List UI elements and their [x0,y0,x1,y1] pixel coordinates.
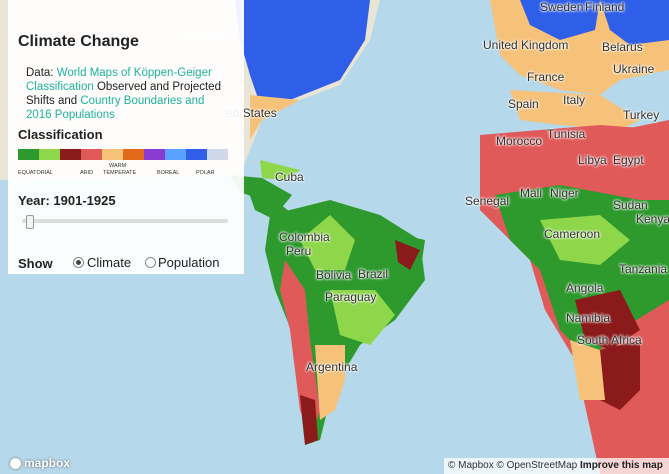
label-finland: Finland [585,0,625,14]
label-libya: Libya [578,153,607,167]
legend-label-temperate: TEMPERATE [103,170,137,176]
legend-swatch [144,149,165,160]
panel-title: Climate Change [18,33,139,50]
legend-swatch [165,149,186,160]
desc-prefix: Data: [26,67,57,79]
legend-swatch [186,149,207,160]
population-radio[interactable] [145,257,156,268]
legend-swatch [39,149,60,160]
desc-mid: Observed and Projected Shifts and [26,81,221,107]
label-cuba: Cuba [275,170,304,184]
label-angola: Angola [566,281,604,295]
label-kenya: Kenya [636,212,669,226]
map-attribution: © Mapbox © OpenStreetMap Improve this ma… [444,458,669,474]
label-sudan: Sudan [613,198,648,212]
label-sweden: Sweden [540,0,584,14]
climate-radio[interactable] [73,257,84,268]
year-slider-handle[interactable] [26,215,34,229]
label-paraguay: Paraguay [325,290,377,304]
label-namibia: Namibia [566,311,611,325]
legend-swatch [207,149,228,160]
classification-heading: Classification [18,127,103,142]
label-senegal: Senegal [465,194,510,208]
classification-legend-bar [18,149,228,160]
label-mali: Mali [520,186,543,200]
legend-label-warm: WARM [109,163,127,169]
population-option-label[interactable]: Population [158,255,220,270]
legend-swatch [81,149,102,160]
label-peru: Peru [286,244,312,258]
mapbox-logo-text: mapbox [24,456,71,470]
attribution-text[interactable]: © Mapbox © OpenStreetMap [448,460,578,471]
legend-swatch [60,149,81,160]
data-source-description: Data: World Maps of Köppen-Geiger Classi… [26,66,231,122]
label-turkey: Turkey [623,108,660,122]
label-argentina: Argentina [306,360,358,374]
label-france: France [527,70,565,84]
label-colombia: Colombia [279,230,330,244]
show-label: Show [18,256,53,271]
label-tunisia: Tunisia [547,127,586,141]
legend-swatch [18,149,39,160]
control-panel [8,0,244,274]
label-south-africa: South Africa [577,333,642,347]
label-uk: United Kingdom [483,38,569,52]
year-label: Year: 1901-1925 [18,193,116,208]
climate-option-label[interactable]: Climate [87,255,132,270]
legend-label-boreal: BOREAL [157,170,180,176]
label-ukraine: Ukraine [613,62,655,76]
koppen-geiger-link[interactable]: World Maps of Köppen-Geiger Classificati… [26,67,212,93]
label-brazil: Brazil [358,267,389,281]
year-slider-track[interactable] [22,219,228,223]
legend-swatch [102,149,123,160]
label-cameroon: Cameroon [544,227,601,241]
label-belarus: Belarus [602,40,643,54]
legend-label-equatorial: EQUATORIAL [18,170,53,176]
label-tanzania: Tanzania [619,262,668,276]
mapbox-logo-icon [10,457,21,469]
label-spain: Spain [508,97,539,111]
label-morocco: Morocco [496,134,543,148]
mapbox-logo[interactable]: mapbox [10,456,70,470]
label-italy: Italy [563,93,586,107]
label-bolivia: Bolivia [316,268,352,282]
legend-label-polar: POLAR [196,170,215,176]
legend-label-arid: ARID [80,170,94,176]
legend-swatch [123,149,144,160]
improve-map-link[interactable]: Improve this map [580,460,663,471]
country-boundaries-link[interactable]: Country Boundaries and 2016 Populations [26,95,205,121]
label-egypt: Egypt [613,153,644,167]
label-niger: Niger [550,186,579,200]
